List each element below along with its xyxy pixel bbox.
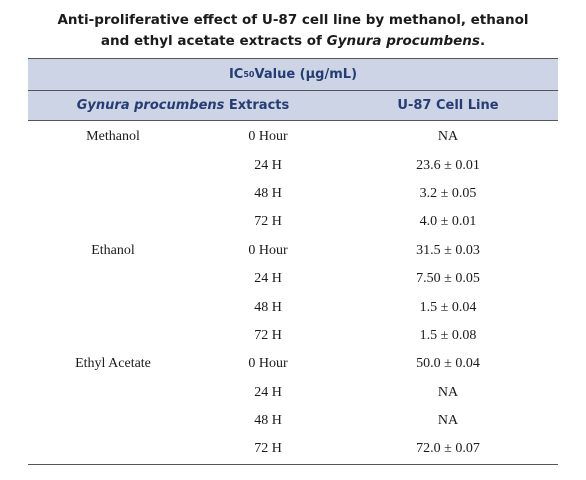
time-cell: 72 H (254, 327, 282, 343)
value-cell: NA (437, 413, 459, 429)
caption-line-1: Anti-proliferative effect of U-87 cell l… (57, 12, 529, 28)
value-cell: NA (437, 129, 459, 145)
ic-label: IC (228, 67, 244, 82)
extract-cell: Ethanol (91, 242, 135, 258)
table-column-headers: Gynura procumbens Extracts U-87 Cell Lin… (28, 91, 558, 121)
value-cell: 1.5 ± 0.04 (419, 299, 477, 315)
table-header-ic50: IC 50 Value (μg/mL) (28, 58, 558, 91)
time-cell: 48 H (254, 299, 282, 315)
table-row: 72 H 72.0 ± 0.07 (28, 435, 558, 463)
table-row: 24 H 23.6 ± 0.01 (28, 151, 558, 179)
time-cell: 48 H (254, 413, 282, 429)
extract-cell: Ethyl Acetate (75, 356, 151, 372)
table-row: Ethyl Acetate 0 Hour 50.0 ± 0.04 (28, 350, 558, 378)
table-row: 24 H NA (28, 379, 558, 407)
table-row: 72 H 1.5 ± 0.08 (28, 322, 558, 350)
table-row: 72 H 4.0 ± 0.01 (28, 208, 558, 236)
value-cell: 4.0 ± 0.01 (419, 214, 477, 230)
value-cell: 1.5 ± 0.08 (419, 327, 477, 343)
column-header-extracts-label: Extracts (224, 98, 290, 113)
time-cell: 0 Hour (248, 129, 288, 145)
value-cell: 50.0 ± 0.04 (416, 356, 480, 372)
value-cell: 31.5 ± 0.03 (416, 242, 480, 258)
column-header-species: Gynura procumbens (76, 98, 225, 113)
table-body: Methanol 0 Hour NA 24 H 23.6 ± 0.01 48 H 3.2 ±… (28, 121, 558, 465)
table-row: Methanol 0 Hour NA (28, 123, 558, 151)
value-cell: 23.6 ± 0.01 (416, 157, 480, 173)
extract-cell: Methanol (86, 129, 140, 145)
time-cell: 0 Hour (248, 356, 288, 372)
value-cell: 7.50 ± 0.05 (416, 271, 480, 287)
table-caption: Anti-proliferative effect of U-87 cell l… (20, 10, 566, 52)
time-cell: 72 H (254, 214, 282, 230)
table-row: 24 H 7.50 ± 0.05 (28, 265, 558, 293)
caption-line-2-prefix: and ethyl acetate extracts of (100, 33, 327, 49)
caption-species-name: Gynura procumbens (326, 33, 480, 49)
table-row: 48 H 3.2 ± 0.05 (28, 180, 558, 208)
value-cell: NA (437, 384, 459, 400)
column-header-extracts: Gynura procumbens Extracts (28, 98, 338, 113)
ic50-table: IC 50 Value (μg/mL) Gynura procumbens Ext… (28, 58, 558, 465)
value-cell: 3.2 ± 0.05 (419, 185, 477, 201)
caption-line-2-suffix: . (479, 33, 486, 49)
time-cell: 72 H (254, 441, 282, 457)
value-cell: 72.0 ± 0.07 (416, 441, 480, 457)
time-cell: 48 H (254, 185, 282, 201)
column-header-cell-line: U-87 Cell Line (397, 98, 499, 113)
time-cell: 24 H (254, 384, 282, 400)
time-cell: 24 H (254, 271, 282, 287)
caption-line-2: and ethyl acetate extracts of Gynura pro… (20, 31, 566, 52)
time-cell: 0 Hour (248, 242, 288, 258)
ic-subscript: 50 (243, 70, 255, 79)
table-row: 48 H NA (28, 407, 558, 435)
ic-label-rest: Value (μg/mL) (254, 67, 358, 82)
table-row: 48 H 1.5 ± 0.04 (28, 293, 558, 321)
table-row: Ethanol 0 Hour 31.5 ± 0.03 (28, 237, 558, 265)
time-cell: 24 H (254, 157, 282, 173)
